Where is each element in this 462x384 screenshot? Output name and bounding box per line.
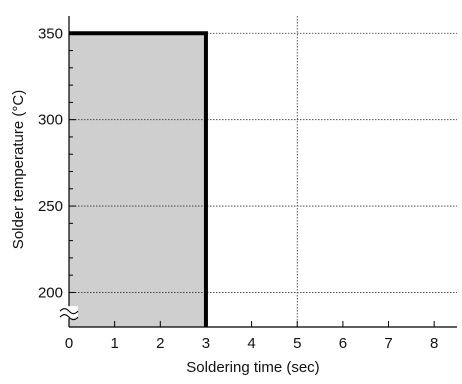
axis-break-mark-upper <box>59 308 79 315</box>
x-axis-title: Soldering time (sec) <box>186 359 319 376</box>
x-tick-label-0: 0 <box>65 335 73 352</box>
x-tick-label-7: 7 <box>384 335 392 352</box>
x-tick-label-3: 3 <box>202 335 210 352</box>
profile-fill-area <box>69 33 206 328</box>
x-tick-label-1: 1 <box>110 335 118 352</box>
y-tick-label-200: 200 <box>38 284 63 301</box>
y-tick-label-250: 250 <box>38 198 63 215</box>
axis-break-mark-lower <box>59 314 79 321</box>
x-tick-label-4: 4 <box>247 335 255 352</box>
y-tick-label-300: 300 <box>38 112 63 129</box>
series-line-profile <box>69 31 208 327</box>
y-tick-label-350: 350 <box>38 25 63 42</box>
x-tick-label-8: 8 <box>430 335 438 352</box>
x-tick-label-5: 5 <box>293 335 301 352</box>
x-tick-label-6: 6 <box>339 335 347 352</box>
y-axis-title: Solder temperature (°C) <box>10 90 27 249</box>
x-tick-label-2: 2 <box>156 335 164 352</box>
